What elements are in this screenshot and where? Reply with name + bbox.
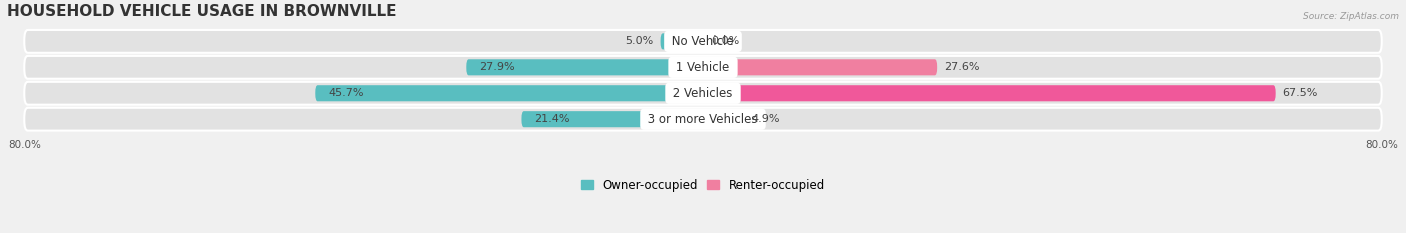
Text: 1 Vehicle: 1 Vehicle [672, 61, 734, 74]
Text: 4.9%: 4.9% [751, 114, 780, 124]
FancyBboxPatch shape [24, 56, 1382, 79]
FancyBboxPatch shape [24, 82, 1382, 105]
Text: 27.6%: 27.6% [943, 62, 980, 72]
Text: 21.4%: 21.4% [534, 114, 569, 124]
Text: 0.0%: 0.0% [711, 36, 740, 46]
Text: 27.9%: 27.9% [479, 62, 515, 72]
Text: 67.5%: 67.5% [1282, 88, 1317, 98]
FancyBboxPatch shape [24, 30, 1382, 53]
Text: 3 or more Vehicles: 3 or more Vehicles [644, 113, 762, 126]
FancyBboxPatch shape [661, 33, 703, 49]
Legend: Owner-occupied, Renter-occupied: Owner-occupied, Renter-occupied [581, 178, 825, 192]
FancyBboxPatch shape [703, 85, 1275, 101]
FancyBboxPatch shape [522, 111, 703, 127]
FancyBboxPatch shape [703, 111, 745, 127]
Text: Source: ZipAtlas.com: Source: ZipAtlas.com [1303, 12, 1399, 21]
FancyBboxPatch shape [703, 59, 938, 75]
Text: 2 Vehicles: 2 Vehicles [669, 87, 737, 100]
FancyBboxPatch shape [315, 85, 703, 101]
Text: HOUSEHOLD VEHICLE USAGE IN BROWNVILLE: HOUSEHOLD VEHICLE USAGE IN BROWNVILLE [7, 4, 396, 19]
Text: 5.0%: 5.0% [626, 36, 654, 46]
FancyBboxPatch shape [24, 108, 1382, 131]
FancyBboxPatch shape [467, 59, 703, 75]
Text: 45.7%: 45.7% [328, 88, 364, 98]
Text: No Vehicle: No Vehicle [668, 35, 738, 48]
